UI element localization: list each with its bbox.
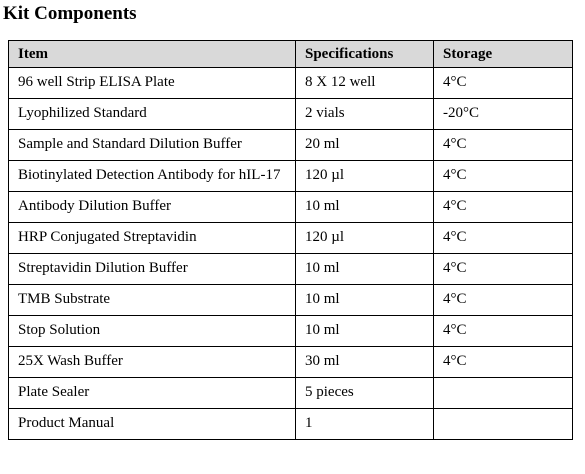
table-row: Streptavidin Dilution Buffer 10 ml 4°C bbox=[8, 253, 573, 285]
table-cell: 4°C bbox=[433, 253, 573, 285]
table-row: Lyophilized Standard 2 vials -20°C bbox=[8, 98, 573, 130]
table-cell: 4°C bbox=[433, 129, 573, 161]
table-cell: 10 ml bbox=[295, 253, 434, 285]
table-cell: 2 vials bbox=[295, 98, 434, 130]
table-row: Plate Sealer 5 pieces bbox=[8, 377, 573, 409]
table-row: 25X Wash Buffer 30 ml 4°C bbox=[8, 346, 573, 378]
table-cell: 10 ml bbox=[295, 315, 434, 347]
header-cell: Specifications bbox=[295, 40, 434, 68]
table-row: HRP Conjugated Streptavidin 120 µl 4°C bbox=[8, 222, 573, 254]
table-row: TMB Substrate 10 ml 4°C bbox=[8, 284, 573, 316]
table-cell: 4°C bbox=[433, 346, 573, 378]
table-row: Biotinylated Detection Antibody for hIL-… bbox=[8, 160, 573, 192]
table-cell: 10 ml bbox=[295, 284, 434, 316]
table-cell: 4°C bbox=[433, 160, 573, 192]
table-cell: 4°C bbox=[433, 67, 573, 99]
table-cell: 120 µl bbox=[295, 160, 434, 192]
table-cell bbox=[433, 377, 573, 409]
table-cell: Biotinylated Detection Antibody for hIL-… bbox=[8, 160, 296, 192]
table-cell: 8 X 12 well bbox=[295, 67, 434, 99]
table-cell bbox=[433, 408, 573, 440]
table-cell: -20°C bbox=[433, 98, 573, 130]
table-row: Product Manual 1 bbox=[8, 408, 573, 440]
table-cell: 5 pieces bbox=[295, 377, 434, 409]
table-cell: Lyophilized Standard bbox=[8, 98, 296, 130]
table-cell: Sample and Standard Dilution Buffer bbox=[8, 129, 296, 161]
table-cell: Stop Solution bbox=[8, 315, 296, 347]
table-cell: Antibody Dilution Buffer bbox=[8, 191, 296, 223]
header-cell: Item bbox=[8, 40, 296, 68]
table-cell: 4°C bbox=[433, 222, 573, 254]
table-cell: 25X Wash Buffer bbox=[8, 346, 296, 378]
table-cell: 4°C bbox=[433, 191, 573, 223]
table-cell: 4°C bbox=[433, 284, 573, 316]
table-cell: Streptavidin Dilution Buffer bbox=[8, 253, 296, 285]
table-cell: 30 ml bbox=[295, 346, 434, 378]
table-cell: Product Manual bbox=[8, 408, 296, 440]
table-cell: TMB Substrate bbox=[8, 284, 296, 316]
header-row: Item Specifications Storage bbox=[8, 40, 573, 68]
table-row: 96 well Strip ELISA Plate 8 X 12 well 4°C bbox=[8, 67, 573, 99]
table-cell: Plate Sealer bbox=[8, 377, 296, 409]
table-row: Sample and Standard Dilution Buffer 20 ml… bbox=[8, 129, 573, 161]
table-cell: 4°C bbox=[433, 315, 573, 347]
table-row: Stop Solution 10 ml 4°C bbox=[8, 315, 573, 347]
table-cell: 1 bbox=[295, 408, 434, 440]
table-cell: 120 µl bbox=[295, 222, 434, 254]
table-row: Antibody Dilution Buffer 10 ml 4°C bbox=[8, 191, 573, 223]
table-cell: 10 ml bbox=[295, 191, 434, 223]
header-cell: Storage bbox=[433, 40, 573, 68]
table-cell: 96 well Strip ELISA Plate bbox=[8, 67, 296, 99]
title: Kit Components bbox=[3, 3, 137, 24]
components-table: Item Specifications Storage 96 well Strip … bbox=[8, 40, 573, 440]
table-cell: 20 ml bbox=[295, 129, 434, 161]
table-cell: HRP Conjugated Streptavidin bbox=[8, 222, 296, 254]
